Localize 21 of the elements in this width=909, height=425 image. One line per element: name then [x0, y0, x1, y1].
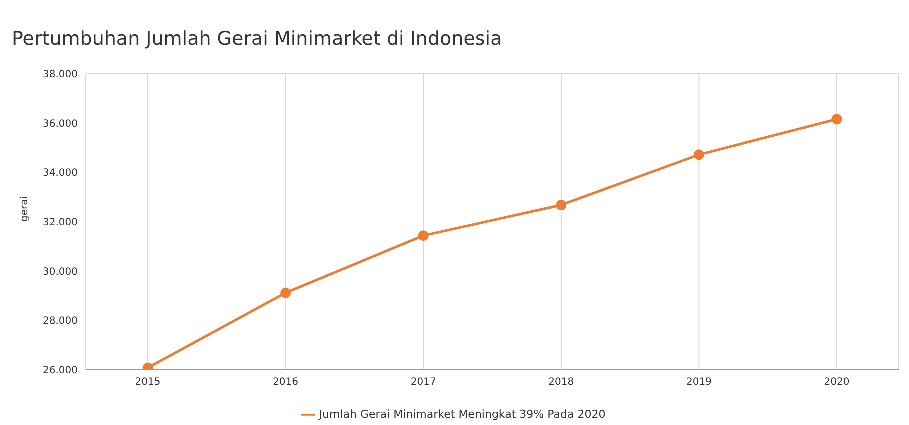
x-tick-label: 2015 — [135, 377, 161, 388]
x-tick-label: 2020 — [824, 377, 850, 388]
y-axis-title: gerai — [20, 196, 31, 222]
y-tick-label: 26.000 — [43, 366, 78, 377]
y-tick-label: 36.000 — [43, 118, 78, 130]
point — [418, 230, 429, 242]
point — [694, 150, 704, 160]
x-tick-label: 2017 — [410, 377, 436, 388]
y-tick-label: 34.000 — [43, 168, 78, 180]
y-tick-label: 32.000 — [43, 218, 78, 229]
y-tick-label: 38.000 — [43, 70, 78, 81]
x-tick-label: 2016 — [273, 377, 299, 388]
chart-title: Pertumbuhan Jumlah Gerai Minimarket di Indonesia — [11, 27, 504, 52]
legend-label: Jumlah Gerai Minimarket Meningkat 39% Pada 2020 — [319, 408, 606, 422]
y-tick-label: 30.000 — [43, 266, 78, 278]
point — [832, 114, 842, 125]
point — [280, 288, 292, 298]
x-tick-label: 2018 — [548, 377, 574, 388]
x-tick-label: 2019 — [686, 377, 712, 388]
y-tick-label: 28.000 — [43, 316, 78, 328]
point — [556, 200, 567, 210]
